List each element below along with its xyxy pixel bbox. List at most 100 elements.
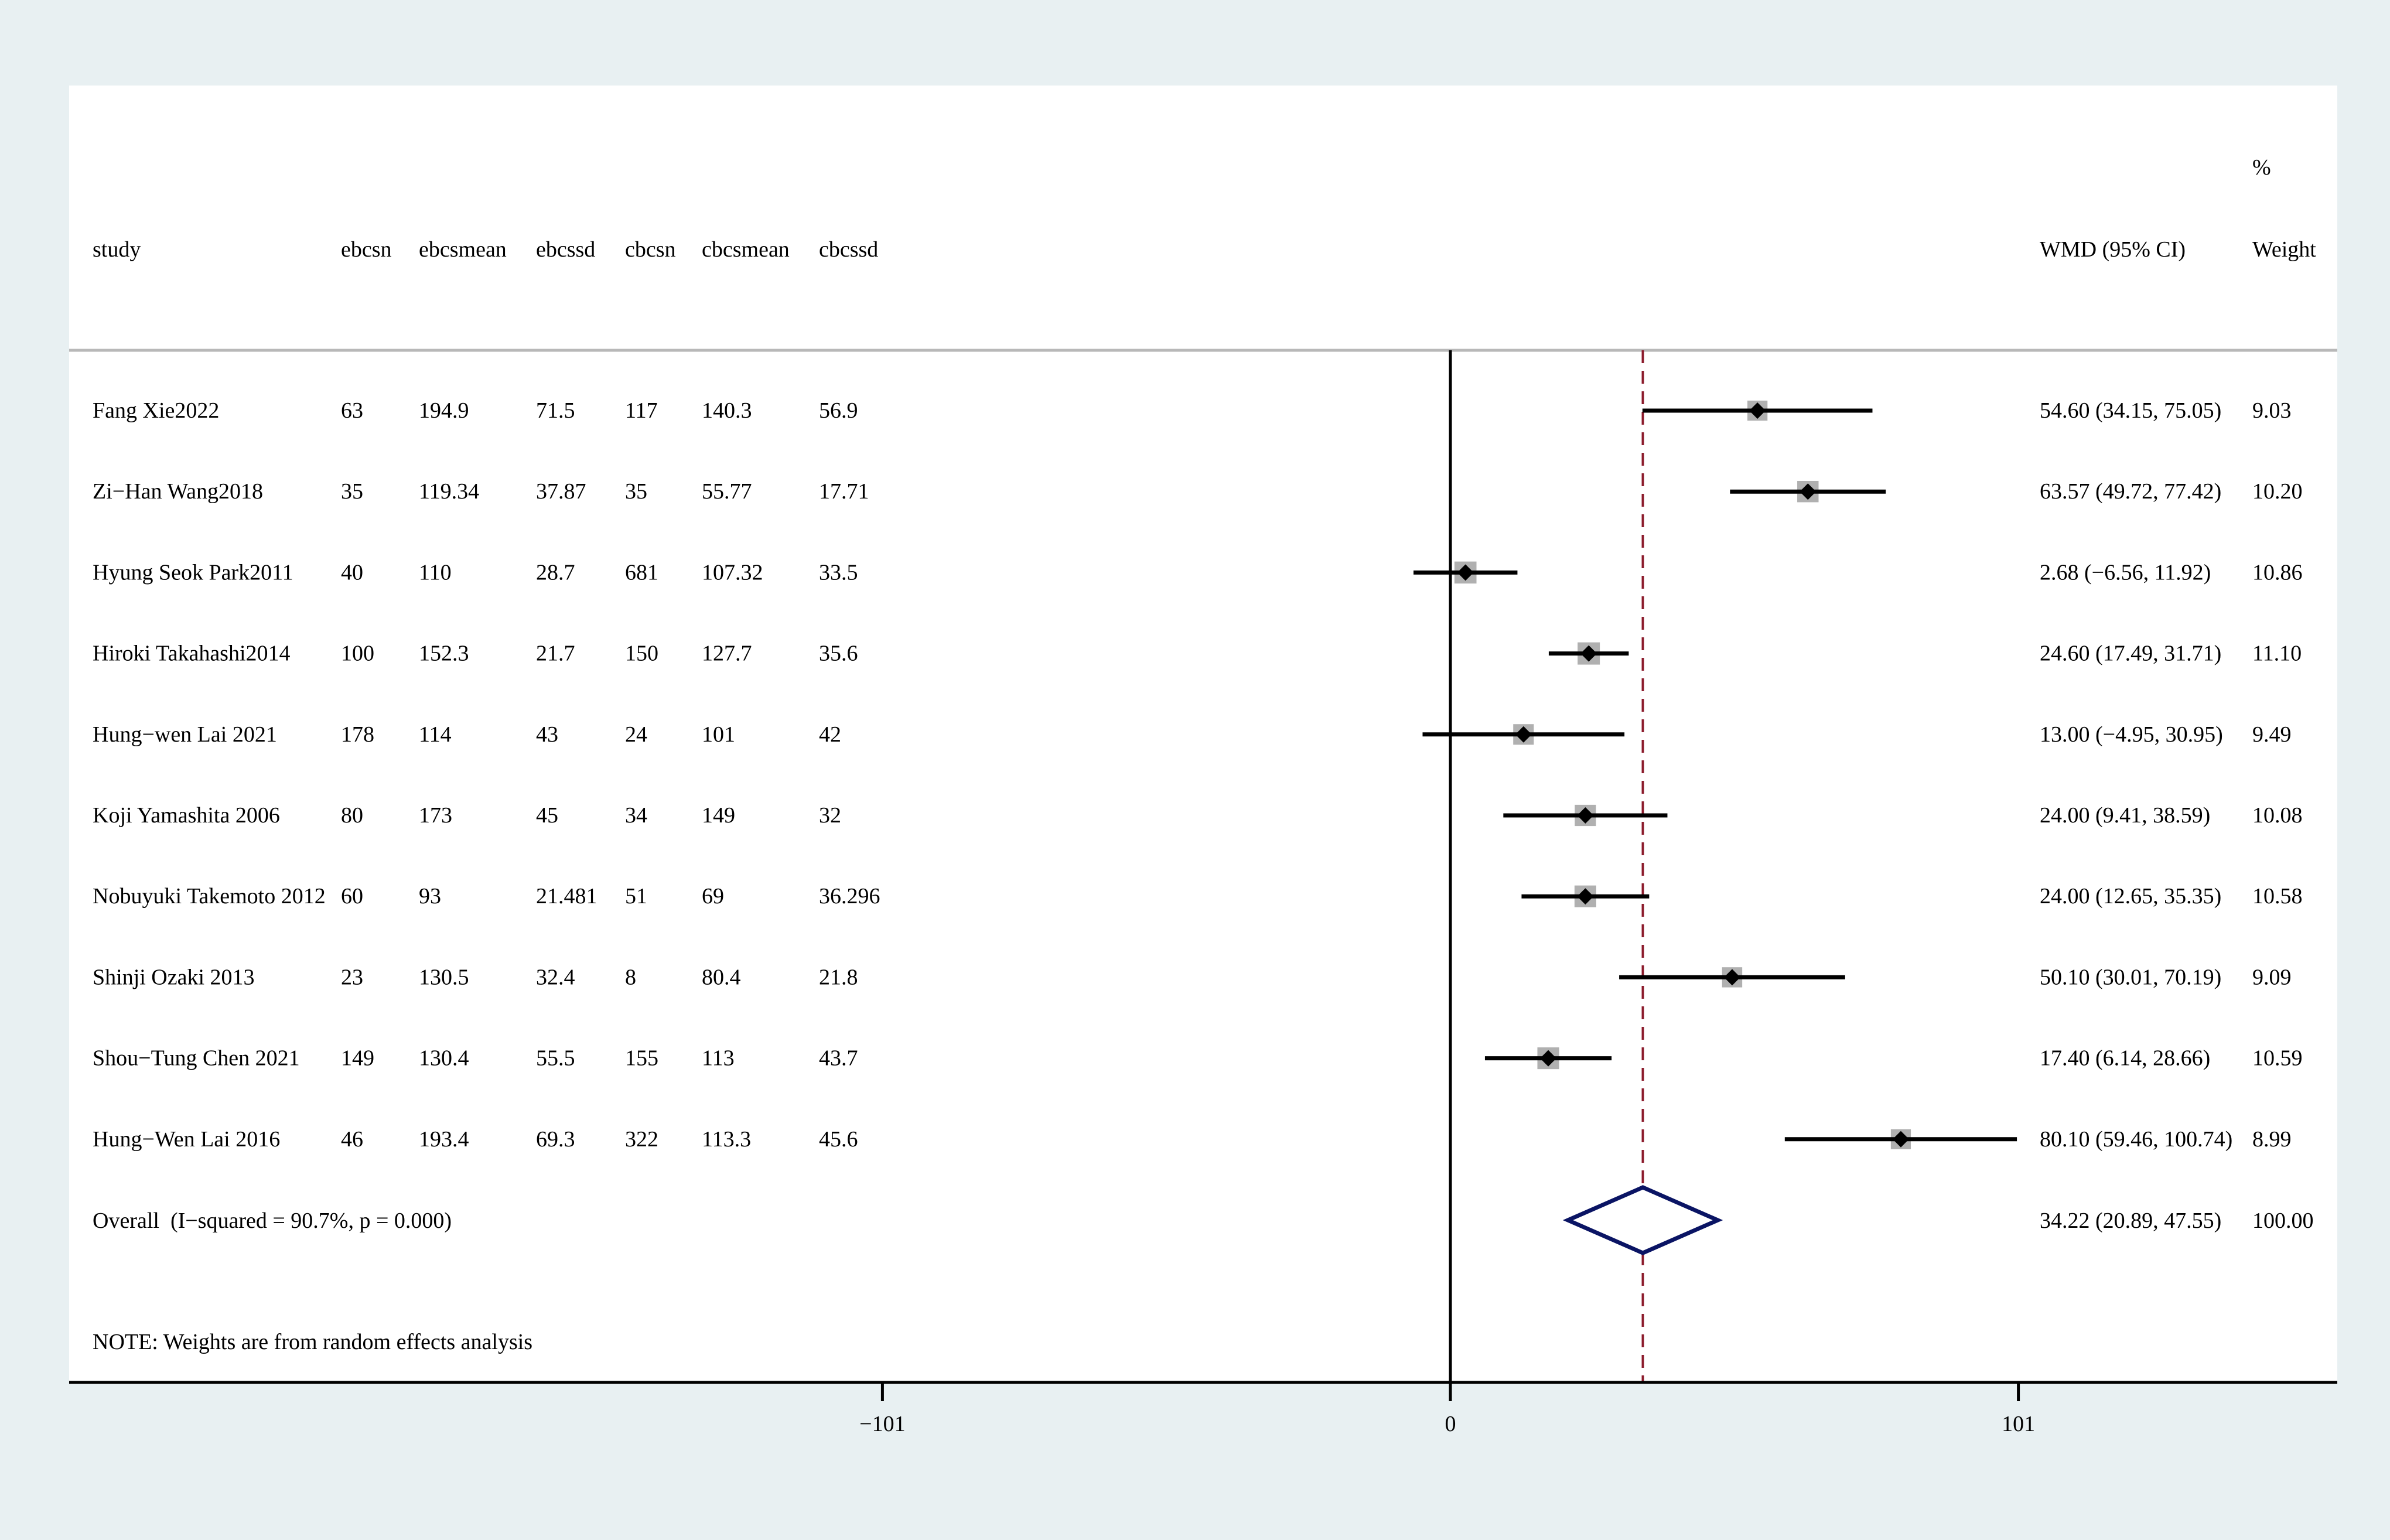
point-estimate-marker <box>1892 1131 1909 1148</box>
ci-text: 63.57 (49.72, 77.42) <box>2040 479 2221 504</box>
ci-text: 54.60 (34.15, 75.05) <box>2040 398 2221 423</box>
ci-text: 80.10 (59.46, 100.74) <box>2040 1127 2232 1152</box>
cell-cbcsn: 34 <box>625 803 647 828</box>
header-effect: WMD (95% CI) <box>2040 237 2186 262</box>
cell-cbcssd: 43.7 <box>819 1046 858 1071</box>
cell-cbcsn: 24 <box>625 722 647 747</box>
cell-cbcssd: 56.9 <box>819 398 858 423</box>
cell-cbcssd: 21.8 <box>819 965 858 989</box>
point-estimate-marker <box>1457 564 1474 581</box>
cell-cbcsmean: 69 <box>702 884 724 909</box>
weight-text: 8.99 <box>2252 1127 2292 1152</box>
cell-ebcsn: 60 <box>341 884 363 909</box>
weight-text: 10.20 <box>2252 479 2303 504</box>
x-tick-label: 0 <box>1445 1412 1456 1436</box>
study-row: Shou−Tung Chen 2021 149 130.4 55.5 155 113 43.… <box>93 1046 2303 1071</box>
cell-study: Hiroki Takahashi2014 <box>93 641 291 666</box>
cell-ebcsmean: 130.4 <box>419 1046 469 1071</box>
x-axis-ticks: −101 0 101 <box>859 1382 2035 1436</box>
cell-cbcsmean: 149 <box>702 803 735 828</box>
cell-cbcsmean: 113.3 <box>702 1127 751 1152</box>
study-row: Zi−Han Wang2018 35 119.34 37.87 35 55.77 17.71… <box>93 479 2303 504</box>
cell-cbcssd: 42 <box>819 722 841 747</box>
cell-ebcsn: 178 <box>341 722 374 747</box>
header-cbcsmean: cbcsmean <box>702 237 790 262</box>
cell-ebcsmean: 152.3 <box>419 641 469 666</box>
ci-text: 2.68 (−6.56, 11.92) <box>2040 560 2211 585</box>
cell-study: Zi−Han Wang2018 <box>93 479 263 504</box>
weight-text: 10.59 <box>2252 1046 2303 1071</box>
cell-cbcsmean: 107.32 <box>702 560 763 585</box>
cell-cbcsmean: 55.77 <box>702 479 752 504</box>
study-row: Koji Yamashita 2006 80 173 45 34 149 32 24.00 (… <box>93 803 2303 828</box>
cell-cbcsmean: 80.4 <box>702 965 741 989</box>
point-estimate-marker <box>1577 888 1594 905</box>
study-row: Nobuyuki Takemoto 2012 60 93 21.481 51 69 36.2… <box>93 884 2303 909</box>
cell-ebcsmean: 114 <box>419 722 452 747</box>
study-row: Hyung Seok Park2011 40 110 28.7 681 107.32 33.… <box>93 560 2303 585</box>
study-row: Hung−Wen Lai 2016 46 193.4 69.3 322 113.3 45.6… <box>93 1127 2292 1152</box>
cell-cbcsn: 117 <box>625 398 658 423</box>
weight-text: 11.10 <box>2252 641 2302 666</box>
cell-study: Hung−wen Lai 2021 <box>93 722 277 747</box>
footnote: NOTE: Weights are from random effects an… <box>93 1330 532 1354</box>
cell-ebcssd: 21.7 <box>536 641 575 666</box>
overall-weight-text: 100.00 <box>2252 1208 2314 1233</box>
header-cbcsn: cbcsn <box>625 237 676 262</box>
cell-cbcssd: 17.71 <box>819 479 869 504</box>
cell-cbcsn: 681 <box>625 560 658 585</box>
point-estimate-marker <box>1580 645 1597 662</box>
study-row: Shinji Ozaki 2013 23 130.5 32.4 8 80.4 21.8 50.… <box>93 965 2292 989</box>
x-tick-label: 101 <box>2002 1412 2035 1436</box>
point-estimate-marker <box>1540 1050 1557 1067</box>
overall-label: Overall (I−squared = 90.7%, p = 0.000) <box>93 1208 452 1233</box>
cell-cbcsn: 35 <box>625 479 647 504</box>
cell-ebcsn: 149 <box>341 1046 374 1071</box>
cell-ebcsn: 80 <box>341 803 363 828</box>
cell-ebcsn: 40 <box>341 560 363 585</box>
cell-cbcsmean: 113 <box>702 1046 735 1071</box>
cell-ebcsmean: 130.5 <box>419 965 469 989</box>
point-estimate-marker <box>1723 969 1740 986</box>
cell-ebcssd: 69.3 <box>536 1127 575 1152</box>
weight-text: 9.03 <box>2252 398 2292 423</box>
ci-text: 13.00 (−4.95, 30.95) <box>2040 722 2223 747</box>
cell-cbcsn: 322 <box>625 1127 658 1152</box>
point-estimate-marker <box>1749 402 1766 419</box>
cell-ebcsmean: 119.34 <box>419 479 479 504</box>
cell-ebcsmean: 194.9 <box>419 398 469 423</box>
cell-ebcssd: 32.4 <box>536 965 575 989</box>
cell-ebcssd: 21.481 <box>536 884 598 909</box>
cell-cbcsmean: 101 <box>702 722 735 747</box>
cell-cbcsn: 8 <box>625 965 636 989</box>
cell-ebcsn: 63 <box>341 398 363 423</box>
cell-ebcsn: 100 <box>341 641 374 666</box>
x-tick-label: −101 <box>859 1412 905 1436</box>
point-estimate-marker <box>1515 726 1532 743</box>
cell-ebcsmean: 110 <box>419 560 452 585</box>
cell-cbcssd: 33.5 <box>819 560 858 585</box>
table-header: study ebcsn ebcsmean ebcssd cbcsn cbcsme… <box>93 155 2316 262</box>
cell-ebcsmean: 193.4 <box>419 1127 469 1152</box>
ci-text: 50.10 (30.01, 70.19) <box>2040 965 2221 989</box>
cell-study: Hyung Seok Park2011 <box>93 560 293 585</box>
overall-ci-text: 34.22 (20.89, 47.55) <box>2040 1208 2221 1233</box>
plot-panel <box>69 86 2337 1382</box>
study-row: Hiroki Takahashi2014 100 152.3 21.7 150 127.7… <box>93 641 2302 666</box>
cell-cbcssd: 45.6 <box>819 1127 858 1152</box>
cell-study: Nobuyuki Takemoto 2012 <box>93 884 326 909</box>
header-study: study <box>93 237 141 262</box>
cell-cbcssd: 36.296 <box>819 884 880 909</box>
point-estimate-marker <box>1800 483 1817 500</box>
cell-ebcssd: 55.5 <box>536 1046 575 1071</box>
cell-cbcssd: 32 <box>819 803 841 828</box>
cell-cbcsn: 51 <box>625 884 647 909</box>
cell-study: Shou−Tung Chen 2021 <box>93 1046 300 1071</box>
cell-study: Fang Xie2022 <box>93 398 219 423</box>
overall-row: Overall (I−squared = 90.7%, p = 0.000) 3… <box>93 1185 2314 1255</box>
cell-ebcssd: 28.7 <box>536 560 575 585</box>
cell-ebcsmean: 93 <box>419 884 441 909</box>
header-ebcssd: ebcssd <box>536 237 595 262</box>
header-cbcssd: cbcssd <box>819 237 878 262</box>
